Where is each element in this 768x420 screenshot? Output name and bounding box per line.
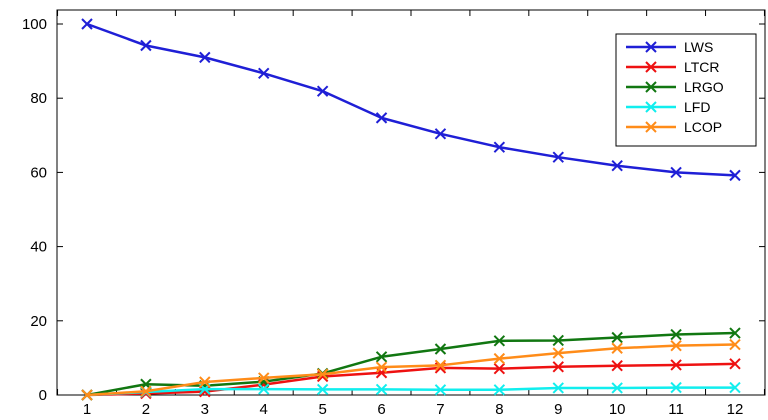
x-tick-label: 3	[201, 401, 209, 418]
data-point	[552, 347, 564, 359]
legend-label: LTCR	[684, 59, 720, 75]
data-point	[611, 382, 623, 394]
x-tick-label: 2	[142, 401, 150, 418]
legend-marker-icon	[645, 41, 657, 53]
data-point	[434, 384, 447, 396]
y-tick-label: 40	[30, 239, 47, 256]
data-point	[611, 160, 623, 172]
legend-marker-icon	[645, 61, 657, 73]
legend-item-lcop: LCOP	[626, 119, 722, 135]
legend-marker-icon	[645, 121, 657, 133]
series-line	[86, 331, 736, 397]
series-lrgo	[81, 327, 741, 401]
legend-label: LCOP	[684, 119, 722, 135]
legend-label: LFD	[684, 99, 710, 115]
data-point	[140, 39, 152, 52]
x-tick-label: 11	[668, 401, 684, 418]
legend-marker-icon	[645, 81, 657, 93]
data-point	[670, 359, 682, 371]
series-lws	[81, 18, 741, 182]
data-point	[552, 382, 564, 394]
data-point	[729, 327, 741, 339]
x-tick-label: 10	[609, 401, 626, 418]
data-point	[81, 18, 93, 30]
data-point	[316, 85, 329, 97]
data-point	[493, 384, 506, 396]
y-tick-label: 20	[30, 313, 47, 330]
data-point	[670, 166, 682, 179]
legend-label: LRGO	[684, 79, 724, 95]
series-lcop	[81, 338, 741, 401]
y-tick-label: 80	[30, 90, 47, 107]
x-tick-label: 12	[727, 401, 744, 418]
data-point	[258, 372, 270, 384]
legend-marker-icon	[645, 101, 657, 113]
data-point	[434, 343, 447, 355]
data-point	[258, 383, 270, 395]
x-tick-label: 5	[318, 401, 326, 418]
x-tick-label: 8	[495, 401, 503, 418]
x-tick-label: 6	[377, 401, 385, 418]
data-point	[375, 112, 388, 124]
data-point	[199, 51, 211, 64]
data-point	[199, 376, 211, 388]
data-point	[670, 328, 682, 341]
data-point	[729, 338, 741, 351]
data-point	[552, 334, 564, 347]
data-point	[552, 151, 564, 163]
data-point	[434, 359, 447, 372]
data-point	[81, 389, 93, 401]
data-point	[316, 368, 329, 380]
data-point	[611, 342, 623, 354]
data-point	[493, 335, 506, 347]
x-tick-label: 4	[260, 401, 268, 418]
data-point	[375, 351, 388, 363]
legend-item-lws: LWS	[626, 39, 713, 55]
data-point	[729, 381, 741, 394]
series-line	[86, 386, 735, 397]
data-point	[670, 339, 682, 352]
series-line	[86, 343, 736, 397]
series-layer	[81, 18, 741, 401]
data-point	[493, 141, 506, 153]
legend-item-lrgo: LRGO	[626, 79, 724, 95]
data-point	[316, 383, 329, 396]
data-point	[493, 362, 506, 375]
series-line	[86, 22, 736, 177]
x-tick-label: 9	[554, 401, 562, 418]
legend-label: LWS	[684, 39, 713, 55]
data-point	[729, 358, 741, 370]
data-point	[434, 128, 447, 140]
x-tick-label: 7	[436, 401, 444, 418]
series-line	[86, 362, 736, 397]
data-point	[375, 383, 388, 396]
y-tick-label: 100	[22, 16, 47, 33]
legend: LWS LTCR LRGO LFD LCOP	[615, 33, 757, 147]
data-point	[258, 67, 270, 80]
data-point	[670, 381, 682, 394]
y-tick-label: 0	[39, 387, 47, 404]
data-point	[729, 169, 741, 182]
data-point	[375, 361, 388, 373]
y-tick-label: 60	[30, 164, 47, 181]
x-tick-label: 1	[83, 401, 91, 418]
data-point	[611, 331, 623, 344]
data-point	[552, 361, 564, 373]
data-point	[611, 359, 623, 372]
legend-item-lfd: LFD	[626, 99, 710, 115]
data-point	[493, 352, 506, 365]
data-point	[140, 385, 152, 397]
legend-item-ltcr: LTCR	[626, 59, 720, 75]
